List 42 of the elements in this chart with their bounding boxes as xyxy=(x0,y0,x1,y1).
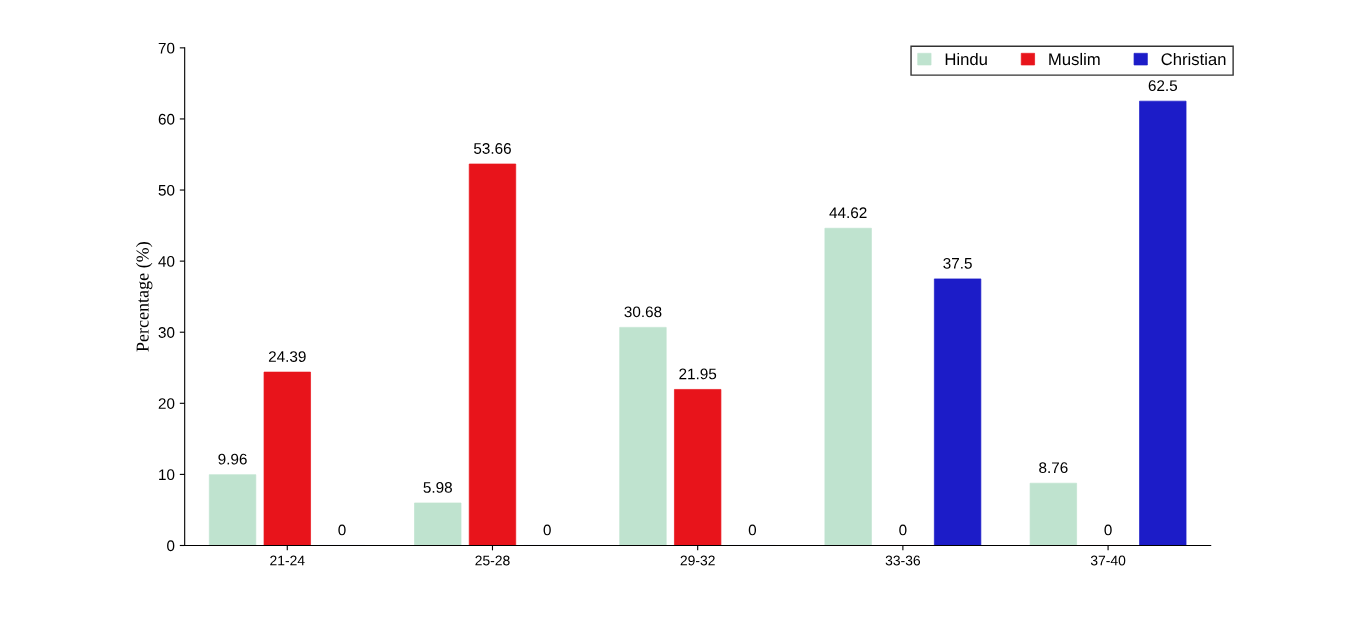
y-tick-label: 50 xyxy=(158,184,175,196)
bar xyxy=(1029,482,1077,546)
bar xyxy=(414,502,462,546)
legend-label: Christian xyxy=(1161,52,1226,66)
data-label: 0 xyxy=(748,524,757,536)
data-label: 44.62 xyxy=(829,207,867,219)
y-tick-label: 10 xyxy=(159,469,175,481)
data-label: 0 xyxy=(338,524,346,536)
data-label: 37.5 xyxy=(943,257,972,269)
x-tick-label: 37-40 xyxy=(1090,555,1126,566)
y-tick-label: 70 xyxy=(158,42,175,54)
data-label: 21.95 xyxy=(679,368,717,380)
x-tick-label: 33-36 xyxy=(885,555,921,566)
bar xyxy=(674,389,722,546)
data-label: 24.39 xyxy=(268,351,306,362)
bar xyxy=(619,327,667,546)
data-label: 8.76 xyxy=(1039,462,1068,474)
y-axis-title: Percentage (%) xyxy=(135,242,153,352)
y-tick-label: 0 xyxy=(167,540,175,552)
bar xyxy=(824,227,872,546)
legend-label: Hindu xyxy=(945,52,987,66)
data-label: 30.68 xyxy=(624,306,662,318)
x-tick-label: 25-28 xyxy=(475,555,510,566)
y-tick-label: 20 xyxy=(158,398,175,409)
bar xyxy=(933,278,982,546)
bar xyxy=(208,474,257,546)
legend-label: Muslim xyxy=(1049,52,1100,66)
x-tick-label: 21-24 xyxy=(270,555,305,566)
y-tick-label: 30 xyxy=(158,327,175,338)
data-label: 0 xyxy=(1104,524,1112,536)
x-tick-label: 29-32 xyxy=(680,555,715,566)
data-label: 5.98 xyxy=(423,482,452,493)
y-tick-label: 60 xyxy=(158,113,175,125)
data-label: 0 xyxy=(899,524,907,536)
y-tick-label: 40 xyxy=(158,255,175,267)
bar xyxy=(1139,100,1187,546)
bar xyxy=(468,163,517,546)
data-label: 53.66 xyxy=(473,143,511,154)
bar xyxy=(263,371,311,546)
data-label: 0 xyxy=(543,524,551,536)
data-label: 9.96 xyxy=(218,453,247,465)
data-label: 62.5 xyxy=(1148,80,1178,92)
